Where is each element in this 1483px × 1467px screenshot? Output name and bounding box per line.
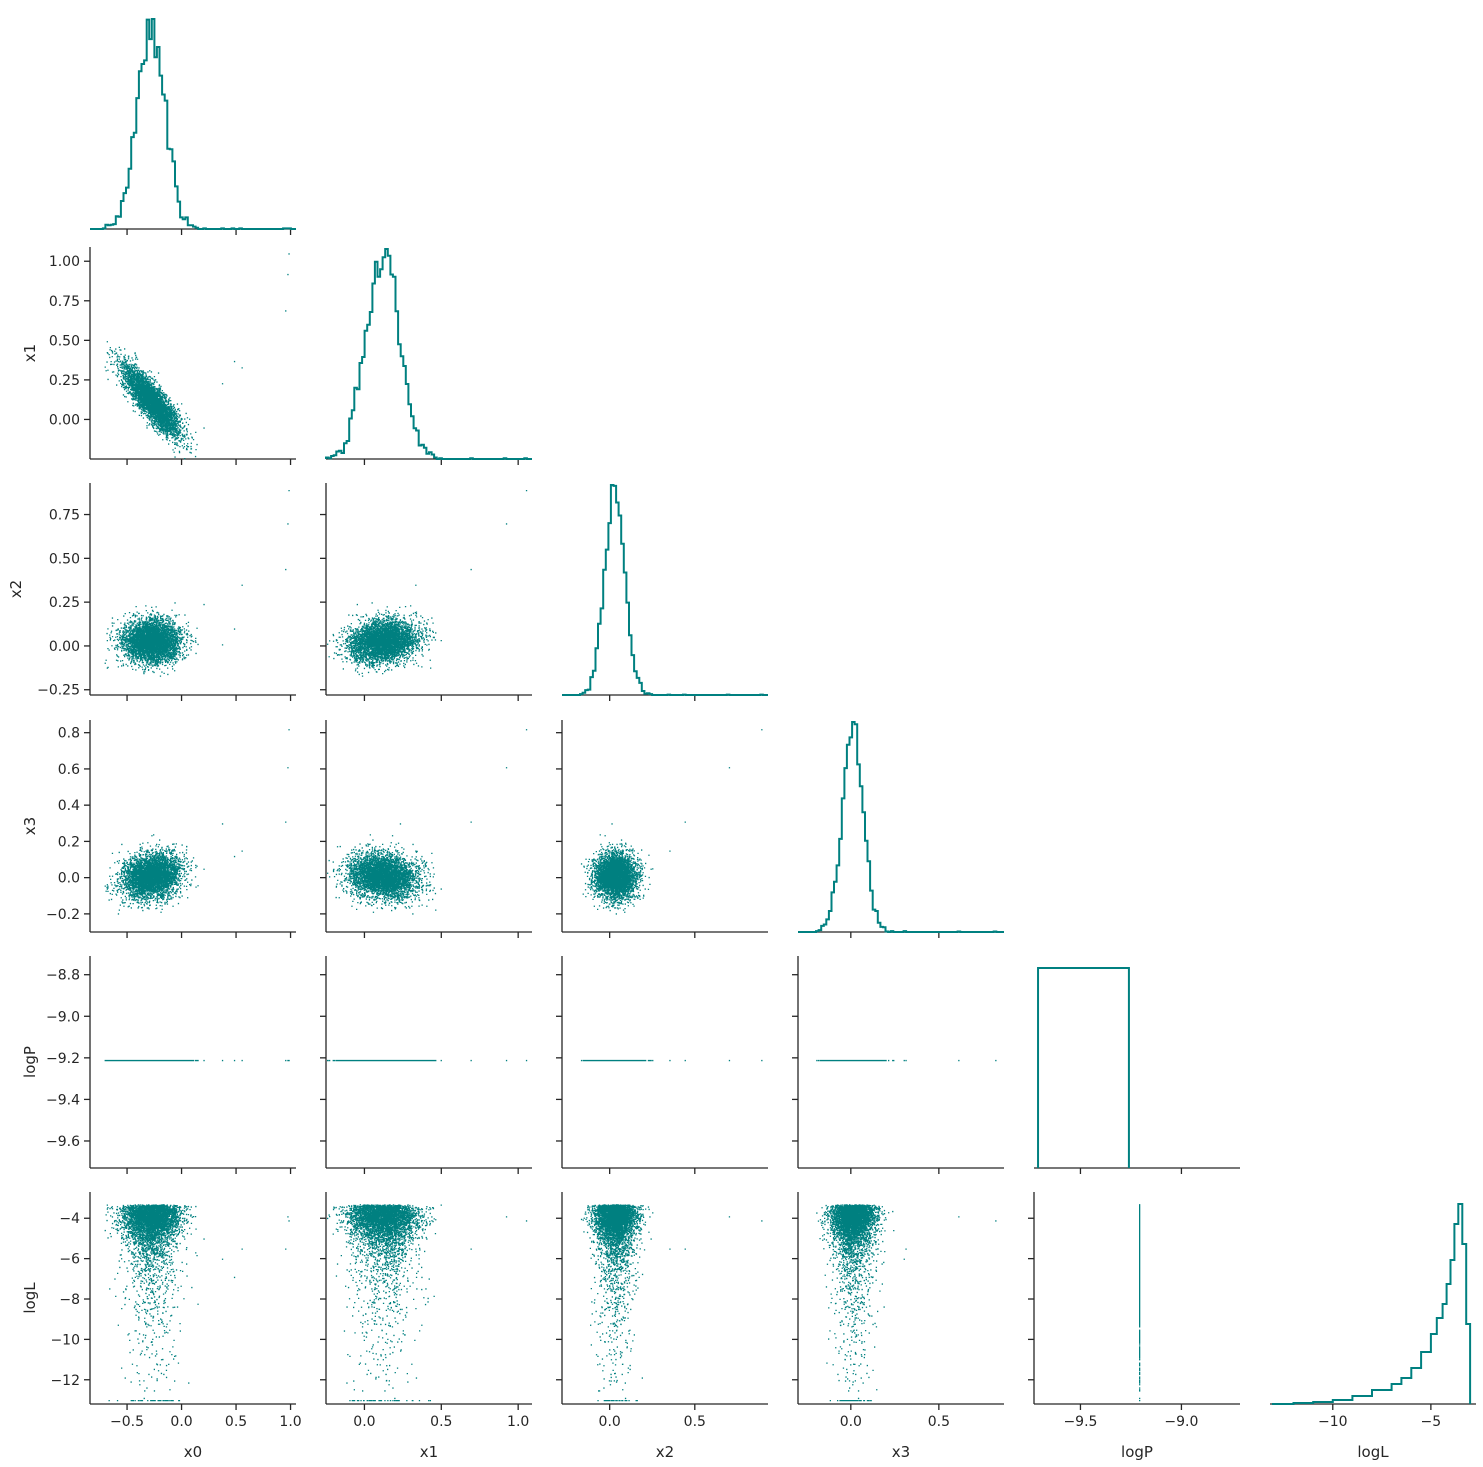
y-tick-label: −9.0 — [46, 1009, 80, 1025]
y-tick-label: 0.75 — [49, 294, 80, 310]
panel-x0-vs-x0 — [90, 18, 296, 235]
y-tick-label: 0.75 — [49, 508, 80, 524]
y-axis-label: x1 — [21, 344, 39, 362]
panel-x2-vs-x2 — [562, 484, 768, 701]
y-tick-label: 0.4 — [58, 798, 80, 814]
panel-logL-vs-x2: 0.0 0.5 — [556, 1192, 768, 1430]
x-tick-label: 0.5 — [684, 1414, 706, 1430]
x-tick-label: 1.0 — [279, 1414, 301, 1430]
y-tick-label: −9.4 — [46, 1092, 80, 1108]
scatter-points — [327, 1059, 528, 1062]
panel-logP-vs-x1 — [320, 956, 532, 1174]
panel-x1-vs-x1 — [325, 248, 532, 465]
x-tick-label: 0.0 — [599, 1414, 621, 1430]
histogram-step — [1037, 967, 1130, 1168]
x-tick-label: 0.5 — [928, 1414, 950, 1430]
x-axis-label: x1 — [420, 1443, 438, 1461]
panel-logL-vs-x1: 0.0 0.5 1.0 — [320, 1192, 532, 1430]
y-tick-label: −0.2 — [46, 907, 80, 923]
histogram-step — [325, 248, 532, 460]
x-tick-label: 0.0 — [353, 1414, 375, 1430]
scatter-points — [104, 1204, 290, 1402]
y-tick-label: 0.25 — [49, 373, 80, 389]
x-axis-label: logP — [1121, 1443, 1153, 1461]
y-axis-label: x3 — [21, 817, 39, 835]
histogram-step — [1271, 1203, 1472, 1405]
y-tick-label: −0.25 — [37, 683, 80, 699]
y-tick-label: 0.0 — [58, 871, 80, 887]
panel-logP-vs-x3 — [792, 956, 1004, 1174]
panel-logP-vs-logP — [1034, 967, 1240, 1174]
y-tick-label: −8.8 — [46, 968, 80, 984]
histogram-step — [562, 484, 768, 696]
panel-x3-vs-x2 — [556, 720, 768, 938]
x-tick-label: −9.0 — [1164, 1414, 1198, 1430]
y-tick-label: −4 — [59, 1211, 80, 1227]
y-tick-label: −9.6 — [46, 1134, 80, 1150]
x-axis-label: logL — [1357, 1443, 1389, 1461]
x-tick-label: −0.5 — [110, 1414, 144, 1430]
panel-x3-vs-x3 — [798, 721, 1004, 938]
x-tick-label: 0.0 — [170, 1414, 192, 1430]
y-tick-label: −12 — [50, 1373, 80, 1389]
scatter-points — [104, 490, 290, 677]
scatter-points — [580, 1204, 763, 1402]
x-axis-label: x3 — [892, 1443, 910, 1461]
x-tick-label: −10 — [1318, 1414, 1348, 1430]
y-tick-label: −9.2 — [46, 1051, 80, 1067]
scatter-points — [580, 1059, 763, 1062]
y-tick-label: 0.6 — [58, 762, 80, 778]
y-tick-label: 1.00 — [49, 254, 80, 270]
scatter-points — [104, 253, 290, 460]
y-axis-label: logL — [21, 1282, 39, 1314]
scatter-points — [816, 1059, 997, 1062]
y-tick-label: 0.00 — [49, 639, 80, 655]
y-tick-label: 0.00 — [49, 412, 80, 428]
x-axis-label: x2 — [656, 1443, 674, 1461]
panel-logP-vs-x2 — [556, 956, 768, 1174]
histogram-step — [90, 18, 296, 230]
panel-logL-vs-logL: −10 −5 — [1270, 1203, 1476, 1430]
x-tick-label: 0.5 — [430, 1414, 452, 1430]
y-tick-label: −8 — [59, 1292, 80, 1308]
y-tick-label: 0.25 — [49, 595, 80, 611]
y-tick-label: 0.50 — [49, 551, 80, 567]
x-tick-label: 1.0 — [507, 1414, 529, 1430]
y-axis-label: logP — [21, 1046, 39, 1078]
panel-x2-vs-x0: −0.25 0.00 0.25 0.50 0.75 — [37, 483, 296, 701]
panel-logL-vs-x3: 0.0 0.5 — [792, 1192, 1004, 1430]
scatter-points — [816, 1204, 997, 1402]
panel-logL-vs-x0: −0.5 0.0 0.5 1.0 −12 −10 −8 −6 −4 — [50, 1192, 302, 1430]
scatter-points — [327, 490, 528, 677]
scatter-points — [327, 1204, 528, 1402]
x-tick-label: −5 — [1421, 1414, 1442, 1430]
scatter-points — [580, 729, 763, 915]
scatter-points — [1139, 1204, 1141, 1402]
scatter-points — [104, 1059, 290, 1062]
panel-x1-vs-x0: 0.00 0.25 0.50 0.75 1.00 — [49, 247, 296, 465]
y-tick-label: 0.8 — [58, 726, 80, 742]
panel-logL-vs-logP: −9.5 −9.0 — [1028, 1192, 1240, 1430]
y-tick-label: −6 — [59, 1252, 80, 1268]
histogram-step — [798, 721, 1004, 933]
scatter-points — [327, 729, 528, 915]
x-axis-label: x0 — [184, 1443, 202, 1461]
panel-x3-vs-x0: −0.2 0.0 0.2 0.4 0.6 0.8 — [46, 720, 296, 938]
y-tick-label: −10 — [50, 1332, 80, 1348]
x-tick-label: 0.5 — [225, 1414, 247, 1430]
y-tick-label: 0.50 — [49, 333, 80, 349]
y-axis-label: x2 — [7, 580, 25, 598]
x-tick-label: −9.5 — [1063, 1414, 1097, 1430]
y-tick-label: 0.2 — [58, 834, 80, 850]
scatter-points — [104, 729, 290, 915]
panel-logP-vs-x0: −9.6 −9.4 −9.2 −9.0 −8.8 — [46, 956, 296, 1174]
panel-x3-vs-x1 — [320, 720, 532, 938]
x-tick-label: 0.0 — [840, 1414, 862, 1430]
panel-x2-vs-x1 — [320, 483, 532, 701]
